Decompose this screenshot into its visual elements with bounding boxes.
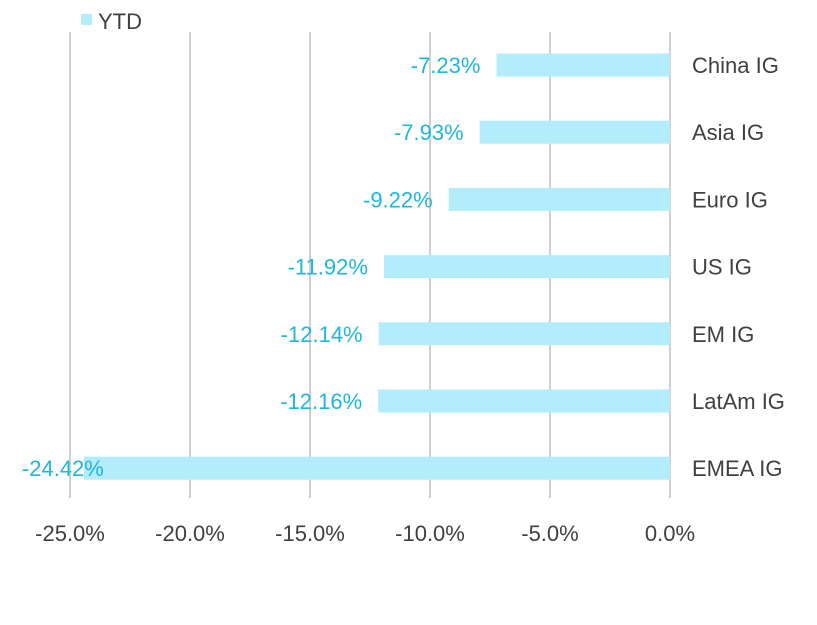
x-tick-label: -20.0% [155,521,225,546]
x-tick-label: -15.0% [275,521,345,546]
category-label: LatAm IG [692,389,785,414]
x-tick-label: -5.0% [521,521,578,546]
bar [496,53,670,77]
bar [383,255,670,279]
category-label: Asia IG [692,120,764,145]
category-labels: China IG Asia IG Euro IG US IG EM IG LatAm IG… [692,53,785,481]
x-tick-label: -10.0% [395,521,465,546]
bar [448,187,670,211]
data-label: -11.92% [288,255,368,280]
bar [479,120,670,144]
data-label: -9.22% [363,187,433,212]
legend-swatch [81,14,92,25]
category-label: China IG [692,53,779,78]
legend-label-ytd: YTD [98,9,142,34]
bars [83,53,671,480]
bar [378,322,670,346]
data-labels: -7.23% -7.93% -9.22% -11.92% -12.14% -12.16% -… [22,53,481,481]
bar [83,456,671,480]
category-label: Euro IG [692,187,768,212]
legend: YTD [81,9,142,34]
category-label: US IG [692,255,752,280]
x-tick-label: -25.0% [35,521,105,546]
x-tick-label: 0.0% [645,521,695,546]
data-label: -7.93% [394,120,464,145]
data-label: -12.14% [281,322,363,347]
data-label: -24.42% [22,456,104,481]
bar [378,389,670,413]
data-label: -7.23% [411,53,481,78]
x-axis-tick-labels: -25.0% -20.0% -15.0% -10.0% -5.0% 0.0% [35,521,695,546]
category-label: EMEA IG [692,456,782,481]
category-label: EM IG [692,322,754,347]
data-label: -12.16% [280,389,362,414]
